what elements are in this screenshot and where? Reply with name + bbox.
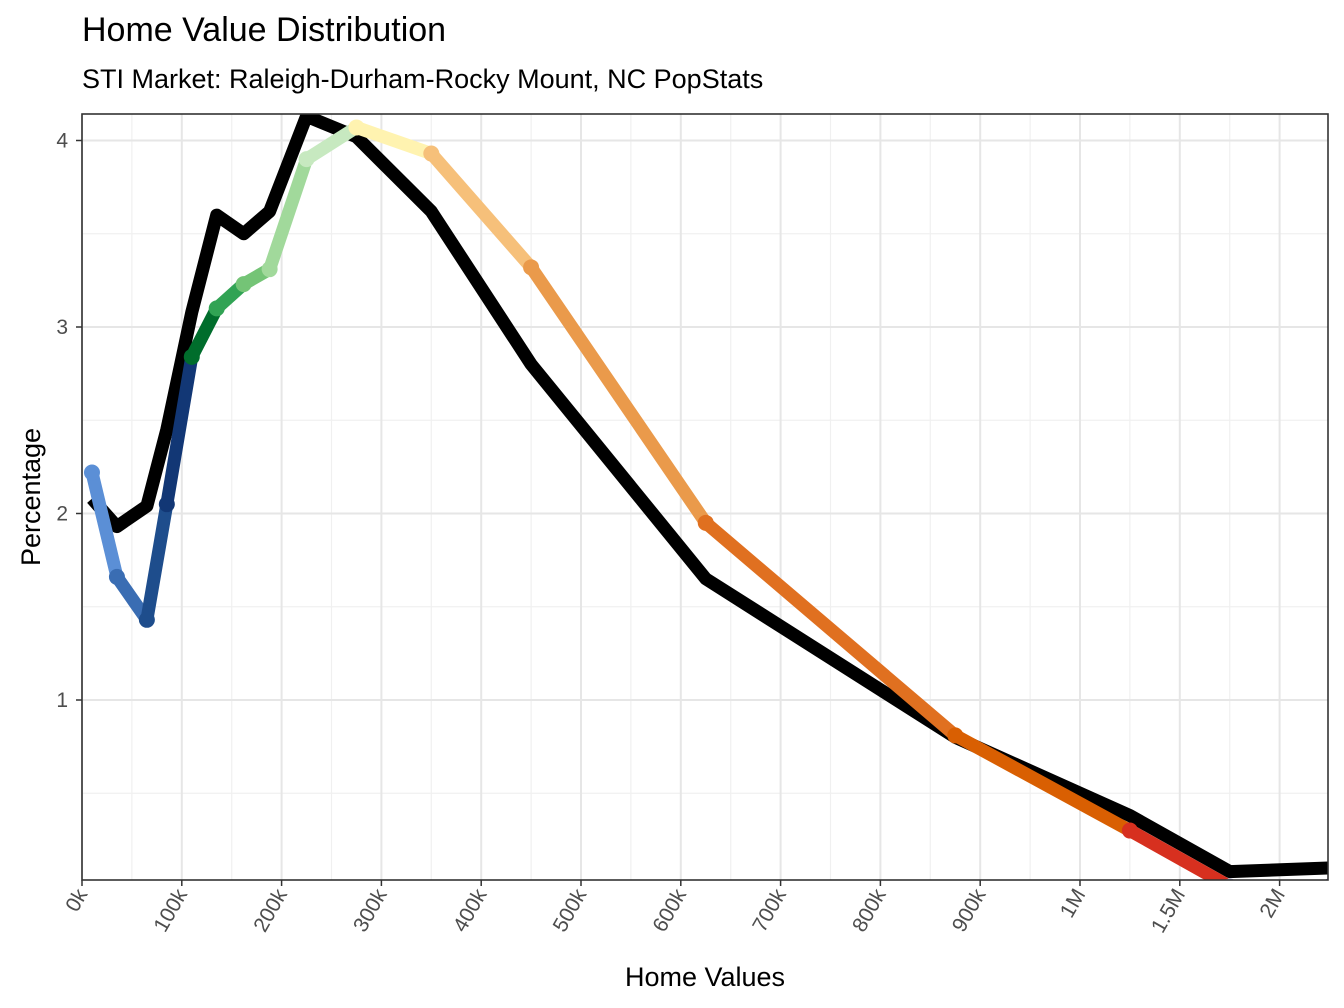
x-tick-label: 200k xyxy=(249,885,292,936)
data-point xyxy=(261,261,278,278)
x-tick-label: 1.5M xyxy=(1147,885,1190,937)
x-tick-label: 600k xyxy=(648,885,691,936)
data-point xyxy=(697,514,714,531)
data-point xyxy=(83,464,100,481)
y-axis-title: Percentage xyxy=(16,428,46,566)
series-segment xyxy=(424,147,538,274)
data-point xyxy=(183,348,200,365)
series-segment xyxy=(524,260,713,530)
x-axis: 0k 100k 200k 300k 400k 500k 600k 700k 800k 900k 1M… xyxy=(61,880,1290,937)
data-point xyxy=(947,727,964,744)
x-tick-label: 500k xyxy=(549,885,592,936)
y-tick-label: 2 xyxy=(56,503,68,526)
data-point xyxy=(298,151,315,168)
data-point xyxy=(108,568,125,585)
series-segment xyxy=(349,120,438,161)
data-point xyxy=(348,119,365,136)
x-tick-label: 800k xyxy=(848,885,891,936)
data-point xyxy=(235,276,252,293)
y-tick-label: 4 xyxy=(56,130,68,153)
y-tick-label: 3 xyxy=(56,316,68,339)
major-gridlines xyxy=(81,114,1328,880)
x-tick-label: 400k xyxy=(449,885,492,936)
series-layer xyxy=(83,114,1328,880)
series-segment xyxy=(140,497,174,627)
data-point xyxy=(523,259,540,276)
chart-subtitle: STI Market: Raleigh-Durham-Rocky Mount, … xyxy=(82,64,764,94)
data-point xyxy=(1121,822,1138,839)
x-tick-label: 100k xyxy=(149,885,192,936)
series-segment xyxy=(1123,824,1232,880)
panel-border xyxy=(81,113,1329,881)
data-point xyxy=(138,611,155,628)
x-axis-title: Home Values xyxy=(625,962,785,992)
data-point xyxy=(1225,878,1235,880)
chart-title: Home Value Distribution xyxy=(82,11,447,49)
y-axis: 1 2 3 4 xyxy=(56,130,82,712)
x-tick-label: 700k xyxy=(748,885,791,936)
data-point xyxy=(208,300,225,317)
minor-gridlines xyxy=(82,114,1328,880)
x-tick-label: 0k xyxy=(61,885,92,916)
y-tick-label: 1 xyxy=(56,689,68,712)
x-tick-label: 900k xyxy=(948,885,991,936)
data-point xyxy=(423,145,440,162)
series-segment xyxy=(160,350,199,511)
series-segment xyxy=(185,301,224,364)
series-segment xyxy=(263,152,314,276)
data-point xyxy=(158,496,175,513)
series-segment xyxy=(699,516,962,742)
series-segment xyxy=(300,120,363,166)
x-tick-label: 1M xyxy=(1056,885,1091,922)
x-tick-label: 2M xyxy=(1255,885,1290,922)
x-tick-label: 300k xyxy=(349,885,392,936)
series-segment xyxy=(948,728,1137,838)
data-point xyxy=(1324,878,1328,880)
series-segment xyxy=(85,465,124,584)
